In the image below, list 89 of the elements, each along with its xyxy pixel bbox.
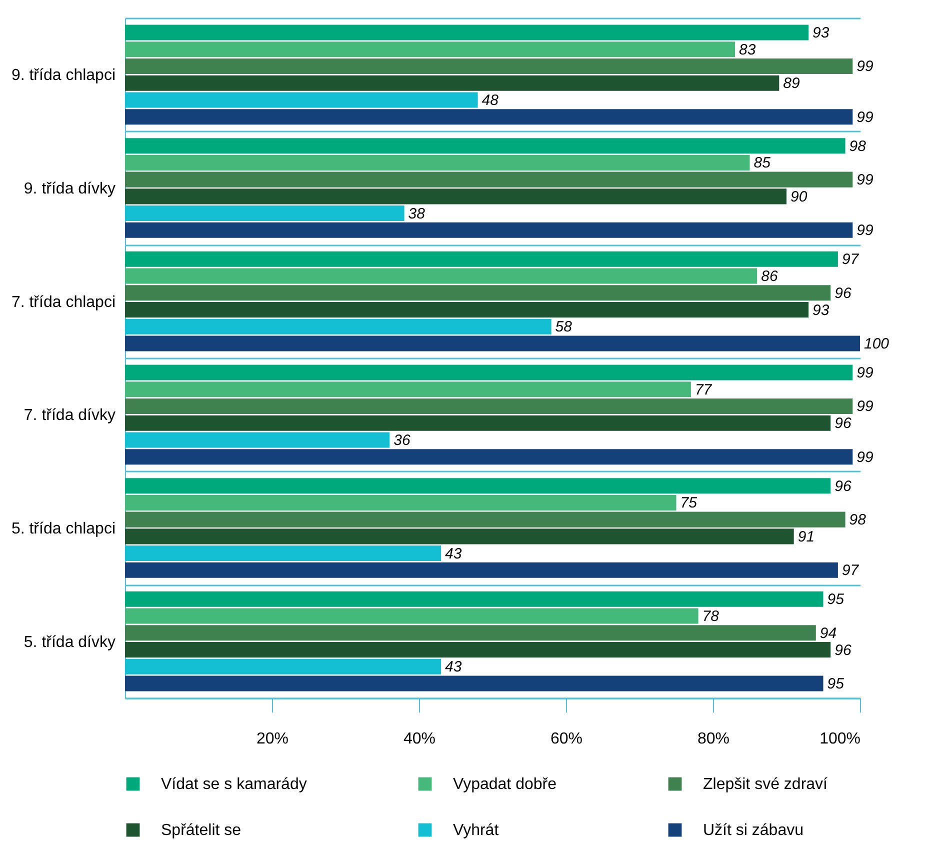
x-tick-label: 80%: [697, 730, 730, 748]
x-tick-label: 100%: [820, 730, 860, 748]
bar: [125, 251, 838, 267]
data-label: 90: [790, 188, 808, 206]
data-label: 96: [834, 642, 852, 659]
bar: [125, 432, 390, 448]
data-label: 36: [394, 432, 411, 449]
data-label: 97: [842, 251, 860, 268]
bar: [125, 546, 442, 562]
bar: [125, 658, 442, 674]
bar: [125, 318, 552, 334]
bar: [125, 58, 853, 74]
bar: [125, 24, 809, 40]
y-tick-label: 5. třída dívky: [24, 634, 116, 651]
bar: [125, 109, 853, 125]
bar: [125, 92, 478, 108]
bar: [125, 608, 698, 624]
data-label: 38: [408, 205, 426, 222]
bar: [125, 138, 846, 154]
bar: [125, 268, 758, 284]
y-tick-label: 9. třída dívky: [24, 180, 116, 198]
data-label: 99: [856, 108, 874, 126]
bar: [125, 206, 404, 222]
y-tick-label: 9. třída chlapci: [11, 67, 116, 84]
bar: [125, 75, 780, 91]
legend-label: Spřátelit se: [161, 822, 242, 839]
bar: [125, 364, 853, 380]
data-label: 99: [856, 364, 874, 382]
data-label: 91: [798, 528, 815, 546]
data-label: 95: [827, 675, 845, 692]
bar: [125, 382, 691, 398]
data-label: 77: [694, 381, 712, 398]
data-label: 86: [761, 268, 778, 286]
data-label: 93: [812, 24, 830, 42]
bar: [125, 494, 676, 510]
bar: [125, 676, 824, 692]
data-label: 99: [856, 448, 874, 466]
bar: [125, 512, 846, 528]
bar: [125, 528, 794, 544]
y-tick-label: 7. třída dívky: [24, 407, 116, 424]
data-label: 97: [842, 562, 860, 580]
legend-label: Vyhrát: [453, 822, 500, 839]
legend-label: Zlepšit své zdraví: [703, 776, 828, 793]
data-label: 100: [864, 335, 890, 352]
data-label: 99: [856, 172, 874, 189]
data-label: 58: [555, 318, 573, 336]
bar: [125, 336, 860, 352]
data-label: 99: [856, 222, 874, 240]
data-label: 96: [834, 415, 852, 432]
bar: [125, 591, 824, 607]
bar: [125, 222, 853, 238]
legend-label: Užít si zábavu: [703, 822, 804, 839]
y-tick-label: 7. třída chlapci: [11, 294, 116, 311]
data-label: 94: [820, 624, 837, 642]
bar: [125, 398, 853, 414]
legend-label: Vypadat dobře: [453, 776, 557, 793]
legend-label: Vídat se s kamarády: [161, 776, 307, 793]
bar: [125, 285, 831, 301]
data-label: 85: [754, 154, 772, 172]
data-label: 75: [680, 494, 698, 512]
bar: [125, 642, 831, 658]
bar: [125, 562, 838, 578]
bar: [125, 302, 809, 318]
bar: [125, 188, 786, 204]
x-tick-label: 40%: [403, 730, 436, 748]
data-label: 78: [702, 608, 720, 626]
y-tick-label: 5. třída chlapci: [11, 520, 116, 538]
bar: [125, 478, 831, 494]
data-label: 93: [812, 302, 830, 319]
data-label: 89: [783, 75, 800, 92]
data-label: 43: [445, 545, 462, 562]
data-label: 96: [834, 478, 852, 495]
bar: [125, 154, 750, 170]
bar: [125, 172, 853, 188]
data-label: 98: [849, 512, 867, 529]
data-label: 43: [445, 658, 462, 676]
x-tick-label: 60%: [550, 730, 583, 748]
data-label: 99: [856, 58, 874, 76]
data-label: 96: [834, 284, 852, 302]
data-label: 95: [827, 591, 845, 608]
data-label: 98: [849, 138, 867, 155]
bar: [125, 42, 736, 58]
data-label: 48: [482, 92, 500, 109]
x-tick-label: 20%: [256, 730, 289, 748]
bar: [125, 449, 853, 465]
bar: [125, 625, 816, 641]
bar: [125, 415, 831, 431]
data-label: 99: [856, 398, 874, 416]
data-label: 83: [739, 41, 756, 58]
